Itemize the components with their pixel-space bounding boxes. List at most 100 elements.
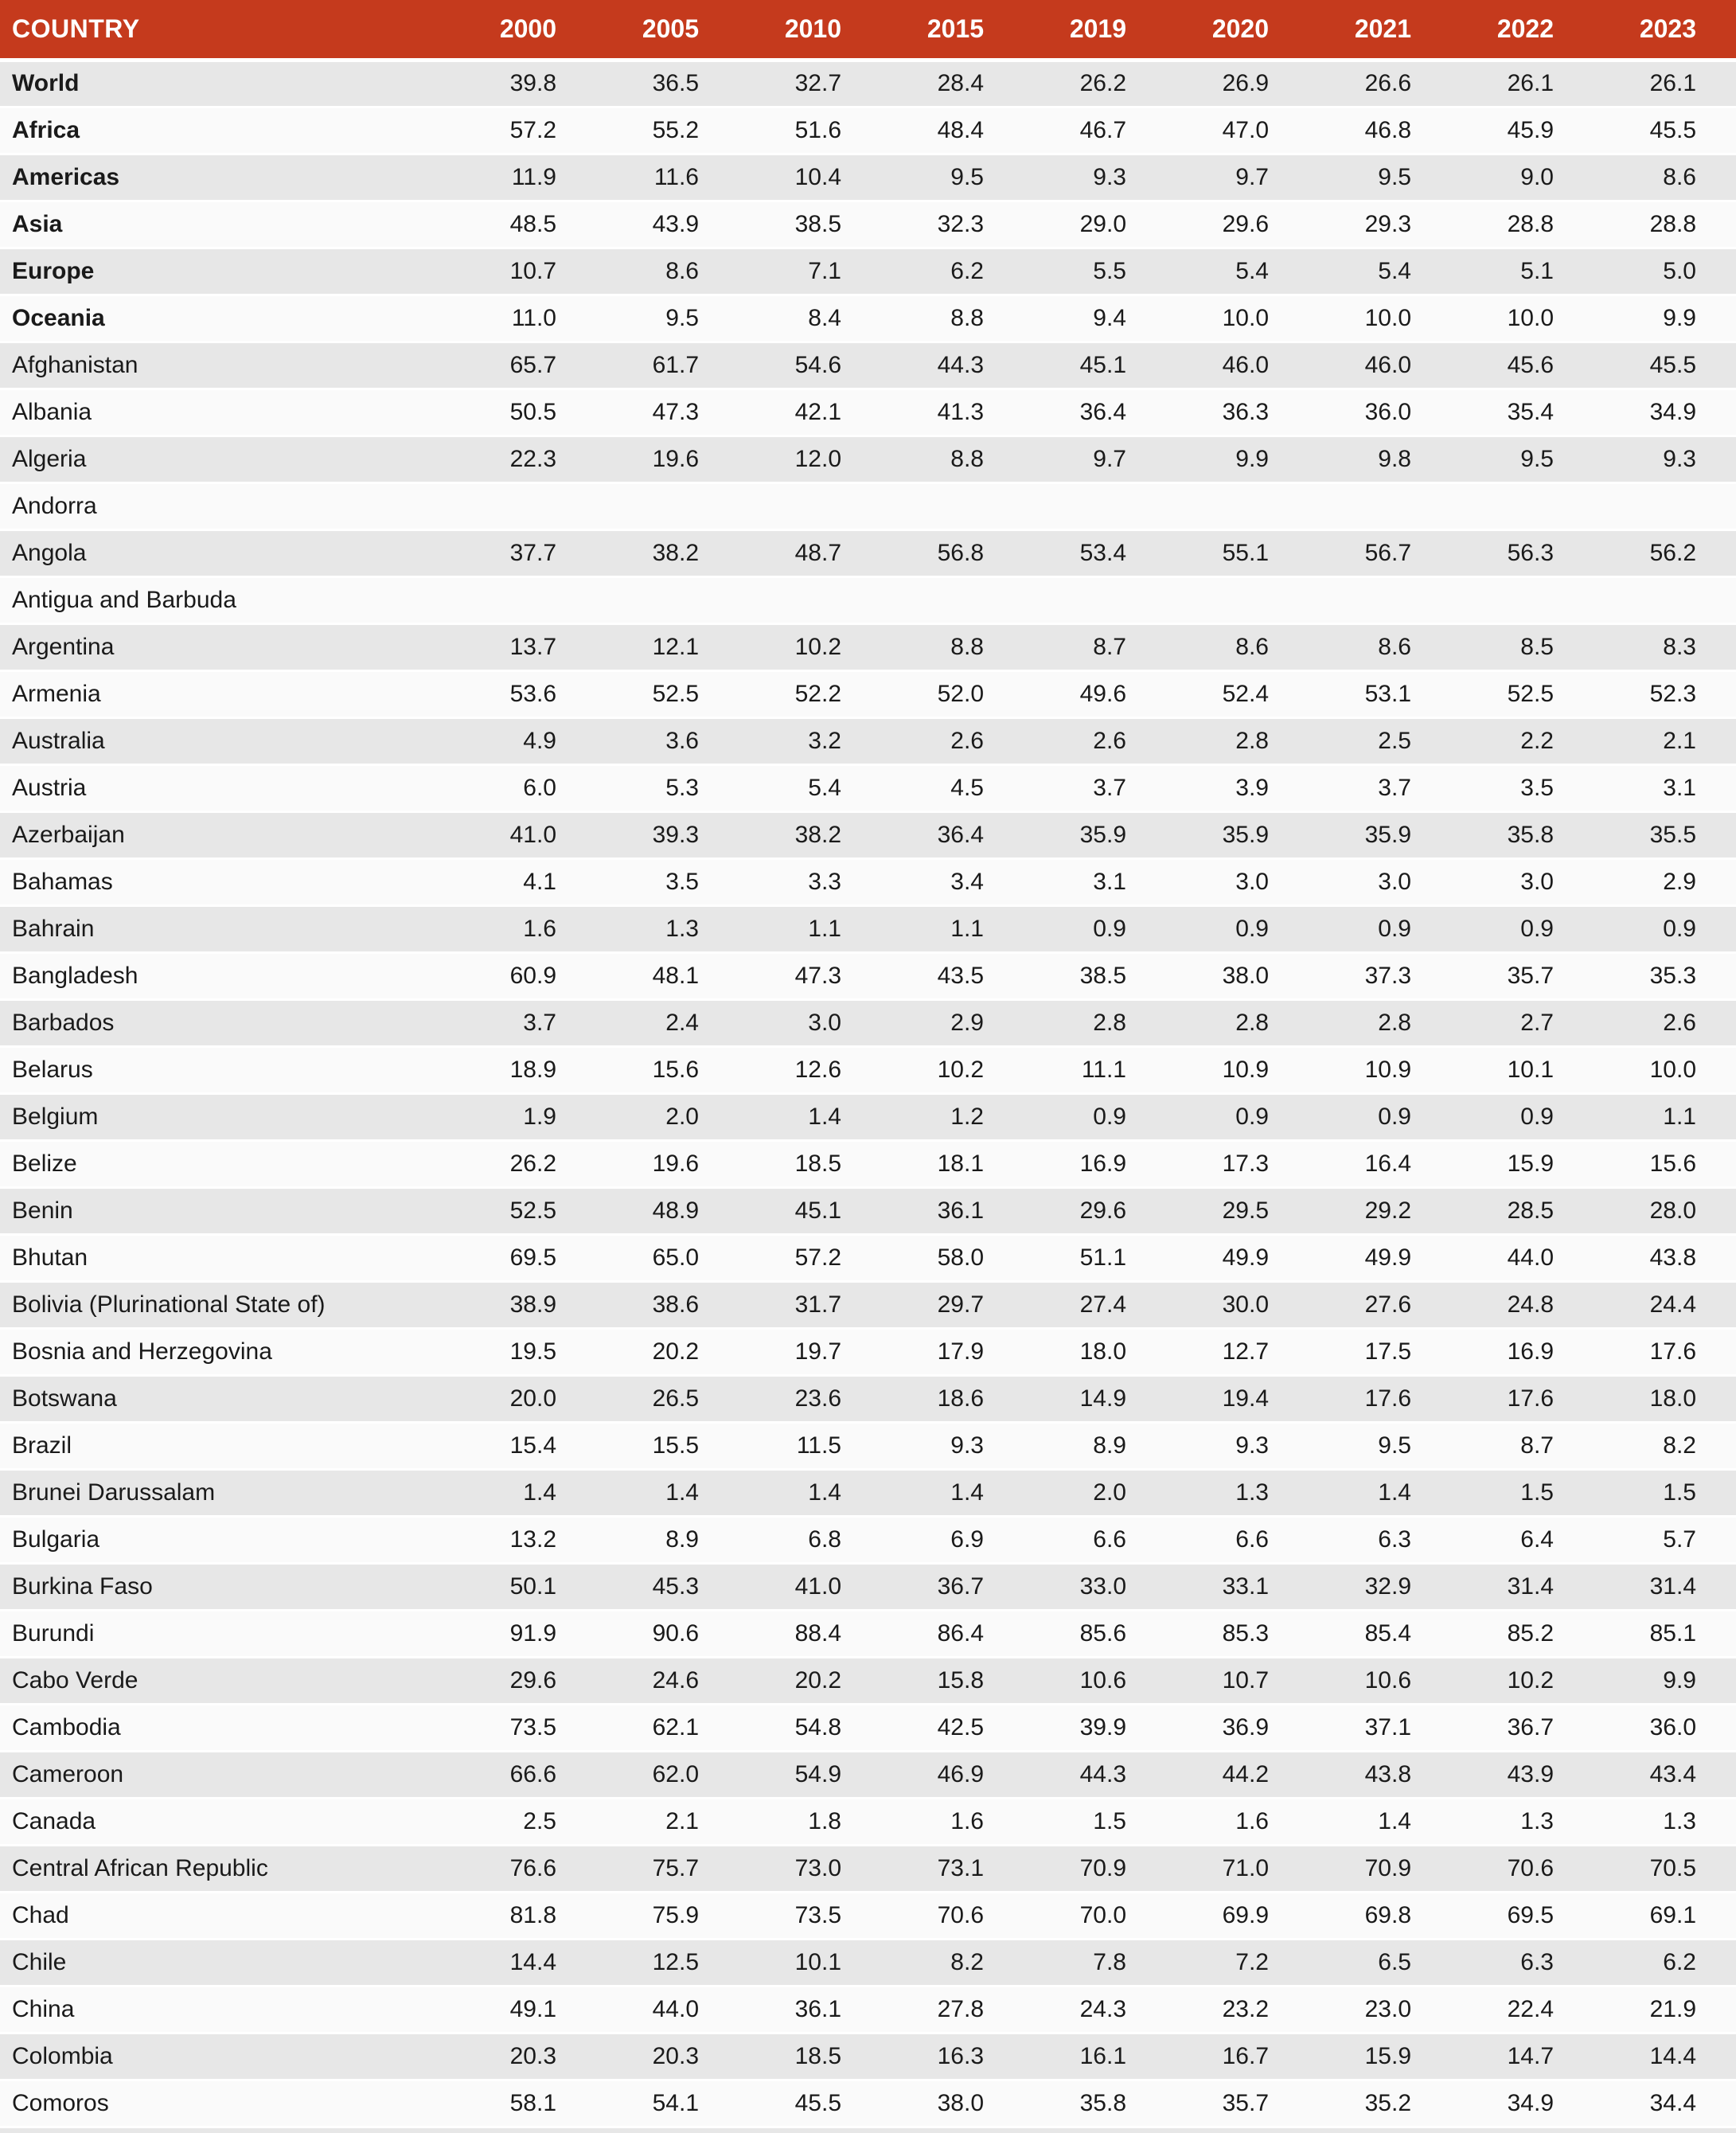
value-cell: 9.5 bbox=[1309, 1422, 1451, 1469]
country-column-header: COUNTRY bbox=[0, 0, 454, 62]
value-cell: 1.4 bbox=[739, 1093, 881, 1140]
value-cell: 1.6 bbox=[881, 1798, 1024, 1845]
value-cell: 10.2 bbox=[739, 623, 881, 670]
value-cell: 36.7 bbox=[1451, 1704, 1594, 1751]
value-cell: 1.4 bbox=[739, 1469, 881, 1516]
value-cell: 5.4 bbox=[1166, 248, 1309, 295]
value-cell: 48.1 bbox=[596, 952, 739, 999]
country-name-cell: Armenia bbox=[0, 670, 454, 717]
value-cell: 8.8 bbox=[881, 623, 1024, 670]
value-cell: 34.4 bbox=[1594, 2080, 1736, 2127]
value-cell: 2.8 bbox=[1166, 717, 1309, 764]
value-cell: 16.9 bbox=[1451, 1328, 1594, 1375]
value-cell: 48.5 bbox=[454, 201, 596, 248]
value-cell: 8.8 bbox=[881, 436, 1024, 482]
table-row: Bahrain 1.6 1.3 1.1 1.1 0.9 0.9 0.9 0.9 0.9 bbox=[0, 905, 1736, 952]
value-cell: 15.5 bbox=[596, 1422, 739, 1469]
value-cell: 45.1 bbox=[1024, 342, 1166, 389]
country-name-cell: Brazil bbox=[0, 1422, 454, 1469]
value-cell: 75.7 bbox=[596, 1845, 739, 1892]
value-cell: 1.9 bbox=[454, 1093, 596, 1140]
value-cell: 24.6 bbox=[596, 1657, 739, 1704]
value-cell: 58.1 bbox=[454, 2080, 596, 2127]
value-cell: 3.4 bbox=[881, 858, 1024, 905]
value-cell: 8.6 bbox=[596, 248, 739, 295]
value-cell: 13.2 bbox=[454, 1516, 596, 1563]
value-cell: 50.1 bbox=[454, 1563, 596, 1610]
value-cell: 1.1 bbox=[881, 905, 1024, 952]
value-cell: 33.1 bbox=[1166, 1563, 1309, 1610]
value-cell: 2.4 bbox=[596, 999, 739, 1046]
value-cell: 10.6 bbox=[1024, 1657, 1166, 1704]
value-cell: 9.3 bbox=[1594, 436, 1736, 482]
country-name-cell: Brunei Darussalam bbox=[0, 1469, 454, 1516]
value-cell: 26.2 bbox=[1024, 60, 1166, 107]
value-cell: 36.1 bbox=[881, 1187, 1024, 1234]
value-cell: 45.9 bbox=[1451, 107, 1594, 154]
value-cell: 14.9 bbox=[1024, 1375, 1166, 1422]
value-cell: 8.4 bbox=[739, 295, 881, 342]
value-cell: 85.6 bbox=[1024, 1610, 1166, 1657]
value-cell: 49.6 bbox=[1024, 670, 1166, 717]
value-cell: 11.5 bbox=[739, 1422, 881, 1469]
country-name-cell: Africa bbox=[0, 107, 454, 154]
value-cell: 3.9 bbox=[1166, 764, 1309, 811]
table-row: Central African Republic 76.6 75.7 73.0 73.1… bbox=[0, 1845, 1736, 1892]
value-cell: 27.8 bbox=[881, 1986, 1024, 2033]
value-cell: 35.8 bbox=[1451, 811, 1594, 858]
value-cell: 36.4 bbox=[1024, 389, 1166, 436]
value-cell: 13.7 bbox=[454, 623, 596, 670]
value-cell: 36.5 bbox=[596, 60, 739, 107]
country-name-cell: Botswana bbox=[0, 1375, 454, 1422]
value-cell: 86.4 bbox=[881, 1610, 1024, 1657]
country-name-cell: Oceania bbox=[0, 295, 454, 342]
value-cell bbox=[1309, 482, 1451, 529]
value-cell: 73.5 bbox=[454, 1704, 596, 1751]
value-cell: 45.5 bbox=[1594, 107, 1736, 154]
table-row: Burkina Faso 50.1 45.3 41.0 36.7 33.0 33.1 32.9… bbox=[0, 1563, 1736, 1610]
value-cell: 1.1 bbox=[739, 905, 881, 952]
value-cell: 17.6 bbox=[1309, 1375, 1451, 1422]
value-cell: 36.0 bbox=[1594, 1704, 1736, 1751]
value-cell: 17.6 bbox=[1451, 1375, 1594, 1422]
value-cell: 11.9 bbox=[454, 154, 596, 201]
table-row: Austria 6.0 5.3 5.4 4.5 3.7 3.9 3.7 3.5 3.1 bbox=[0, 764, 1736, 811]
value-cell: 8.2 bbox=[1594, 1422, 1736, 1469]
value-cell: 52.5 bbox=[596, 670, 739, 717]
value-cell: 1.3 bbox=[1594, 1798, 1736, 1845]
value-cell: 4.1 bbox=[454, 858, 596, 905]
value-cell: 16.7 bbox=[1166, 2033, 1309, 2080]
value-cell: 46.0 bbox=[1309, 342, 1451, 389]
table-row: Andorra bbox=[0, 482, 1736, 529]
value-cell: 36.3 bbox=[1166, 389, 1309, 436]
value-cell: 4.5 bbox=[881, 764, 1024, 811]
value-cell: 6.3 bbox=[1309, 1516, 1451, 1563]
value-cell: 3.7 bbox=[1024, 764, 1166, 811]
value-cell: 34.9 bbox=[1594, 389, 1736, 436]
value-cell: 9.7 bbox=[1024, 436, 1166, 482]
year-column-header: 2015 bbox=[881, 0, 1024, 62]
value-cell: 57.2 bbox=[454, 107, 596, 154]
value-cell: 45.6 bbox=[1451, 342, 1594, 389]
value-cell: 48.9 bbox=[596, 1187, 739, 1234]
value-cell: 85.3 bbox=[1166, 1610, 1309, 1657]
country-name-cell: World bbox=[0, 60, 454, 107]
value-cell: 50.5 bbox=[454, 389, 596, 436]
country-name-cell: Angola bbox=[0, 529, 454, 576]
value-cell: 8.2 bbox=[881, 1939, 1024, 1986]
value-cell: 53.4 bbox=[1024, 529, 1166, 576]
value-cell: 3.6 bbox=[596, 717, 739, 764]
value-cell bbox=[596, 482, 739, 529]
value-cell: 10.0 bbox=[1166, 295, 1309, 342]
value-cell: 27.4 bbox=[1024, 1281, 1166, 1328]
value-cell: 10.2 bbox=[1451, 1657, 1594, 1704]
value-cell: 53.6 bbox=[454, 670, 596, 717]
value-cell: 15.8 bbox=[881, 1657, 1024, 1704]
value-cell: 0.9 bbox=[1451, 905, 1594, 952]
value-cell: 35.2 bbox=[1309, 2080, 1451, 2127]
value-cell: 35.9 bbox=[1309, 811, 1451, 858]
value-cell: 88.4 bbox=[739, 1610, 881, 1657]
value-cell: 1.4 bbox=[1309, 1798, 1451, 1845]
value-cell: 9.3 bbox=[881, 1422, 1024, 1469]
